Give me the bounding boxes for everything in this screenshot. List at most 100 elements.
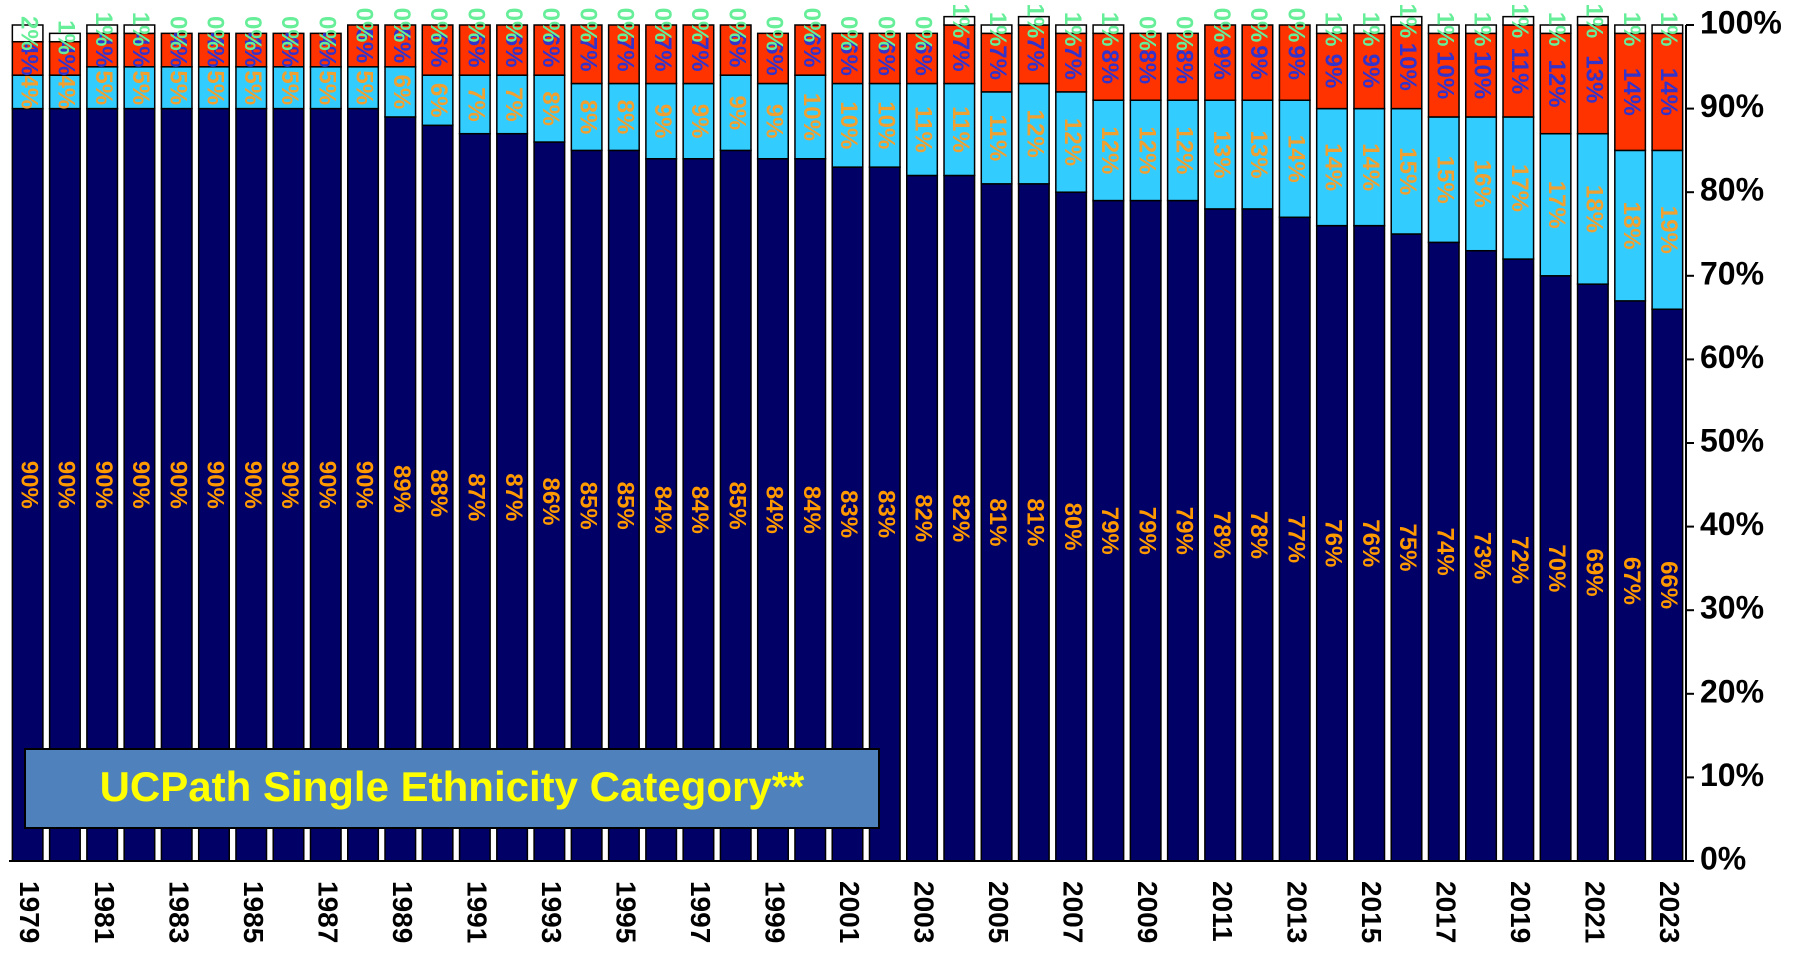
bar-value-label: 9% [1320,54,1347,89]
bar-value-label: 0% [612,8,639,43]
bar-value-label: 0% [872,16,899,51]
bar-segment [1502,116,1535,260]
bar-value-label: 17% [1543,181,1570,229]
bar-value-label: 14% [1655,68,1682,116]
bar-segment [1278,216,1311,862]
bar-value-label: 1% [1469,12,1496,47]
bar-segment [719,149,752,862]
bar-segment [1651,24,1684,35]
bar-segment [645,24,678,85]
bar-segment [1315,24,1348,35]
bar-segment [1576,132,1609,285]
bar-segment [533,24,566,76]
bar-value-label: 7% [686,37,713,72]
x-tick-label: 2009 [1132,881,1163,943]
bar-value-label: 0% [723,8,750,43]
bar-value-label: 9% [1208,45,1235,80]
bar-segment [1204,208,1237,862]
bar-segment [160,32,193,68]
bar-value-label: 89% [388,465,415,513]
bar-value-label: 5% [127,70,154,105]
x-tick-label: 1985 [238,881,269,943]
bar-value-label: 80% [1059,503,1086,551]
bar-value-label: 73% [1469,532,1496,580]
bar-segment [1614,32,1647,152]
bar-segment [1278,24,1311,101]
bar-value-label: 12% [1059,118,1086,166]
bar-value-label: 0% [910,16,937,51]
bar-value-label: 88% [425,469,452,517]
bar-segment [1017,15,1050,26]
bar-value-label: 76% [1357,519,1384,567]
bar-value-label: 5% [239,70,266,105]
bar-value-label: 66% [1655,561,1682,609]
bar-segment [1315,224,1348,862]
bar-value-label: 5% [388,29,415,64]
bar-value-label: 72% [1506,536,1533,584]
bar-value-label: 0% [1171,16,1198,51]
bar-value-label: 70% [1543,544,1570,592]
bar-segment [1390,15,1423,26]
bar-segment [1092,24,1125,35]
bar-segment [1241,24,1274,101]
bar-value-label: 0% [500,8,527,43]
bar-segment [1241,99,1274,210]
bar-value-label: 1% [90,12,117,47]
bar-value-label: 7% [612,37,639,72]
bar-value-label: 1% [1096,12,1123,47]
bar-value-label: 1% [1357,12,1384,47]
bar-segment [309,66,342,110]
bar-segment [570,24,603,85]
x-tick-label: 2023 [1654,881,1685,943]
x-tick-label: 2005 [983,881,1014,943]
bar-value-label: 0% [1133,16,1160,51]
bar-value-label: 1% [1580,3,1607,38]
bar-segment [1055,91,1088,193]
bar-segment [496,74,529,135]
bar-value-label: 6% [835,41,862,76]
bar-segment [1390,233,1423,862]
bar-segment [1465,249,1498,862]
bar-segment [1353,24,1386,35]
bar-value-label: 4% [276,33,303,68]
bar-segment [384,66,417,118]
bar-value-label: 9% [649,104,676,139]
bar-segment [1502,24,1535,118]
bar-value-label: 6% [723,33,750,68]
bar-segment [831,32,864,85]
bar-segment [980,183,1013,862]
bar-segment [1017,183,1050,862]
bar-value-label: 7% [1059,45,1086,80]
bar-segment [1166,199,1199,862]
bar-segment [1204,24,1237,101]
bar-value-label: 8% [574,100,601,135]
bar-value-label: 4% [53,75,80,110]
bar-segment [607,149,640,862]
bar-segment [160,107,193,862]
bar-value-label: 0% [574,8,601,43]
bar-value-label: 0% [462,8,489,43]
bar-segment [496,132,529,862]
bar-value-label: 11% [984,115,1011,162]
bar-value-label: 67% [1618,557,1645,605]
bar-value-label: 8% [1171,49,1198,84]
bar-value-label: 90% [276,461,303,509]
bar-segment [645,82,678,160]
bar-segment [11,74,44,110]
bar-segment [756,82,789,160]
bar-value-label: 90% [239,461,266,509]
bar-value-label: 14% [1320,143,1347,191]
bar-segment [309,32,342,68]
y-tick-label: 60% [1700,339,1764,375]
bar-value-label: 0% [1282,8,1309,43]
bar-value-label: 77% [1282,515,1309,563]
bar-value-label: 83% [835,490,862,538]
bar-value-label: 7% [500,87,527,122]
bar-value-label: 12% [1096,126,1123,174]
bar-value-label: 6% [462,33,489,68]
bar-value-label: 10% [1394,43,1421,91]
bar-value-label: 9% [686,104,713,139]
bar-value-label: 4% [164,33,191,68]
bar-value-label: 14% [1282,135,1309,183]
bar-segment [347,66,380,110]
